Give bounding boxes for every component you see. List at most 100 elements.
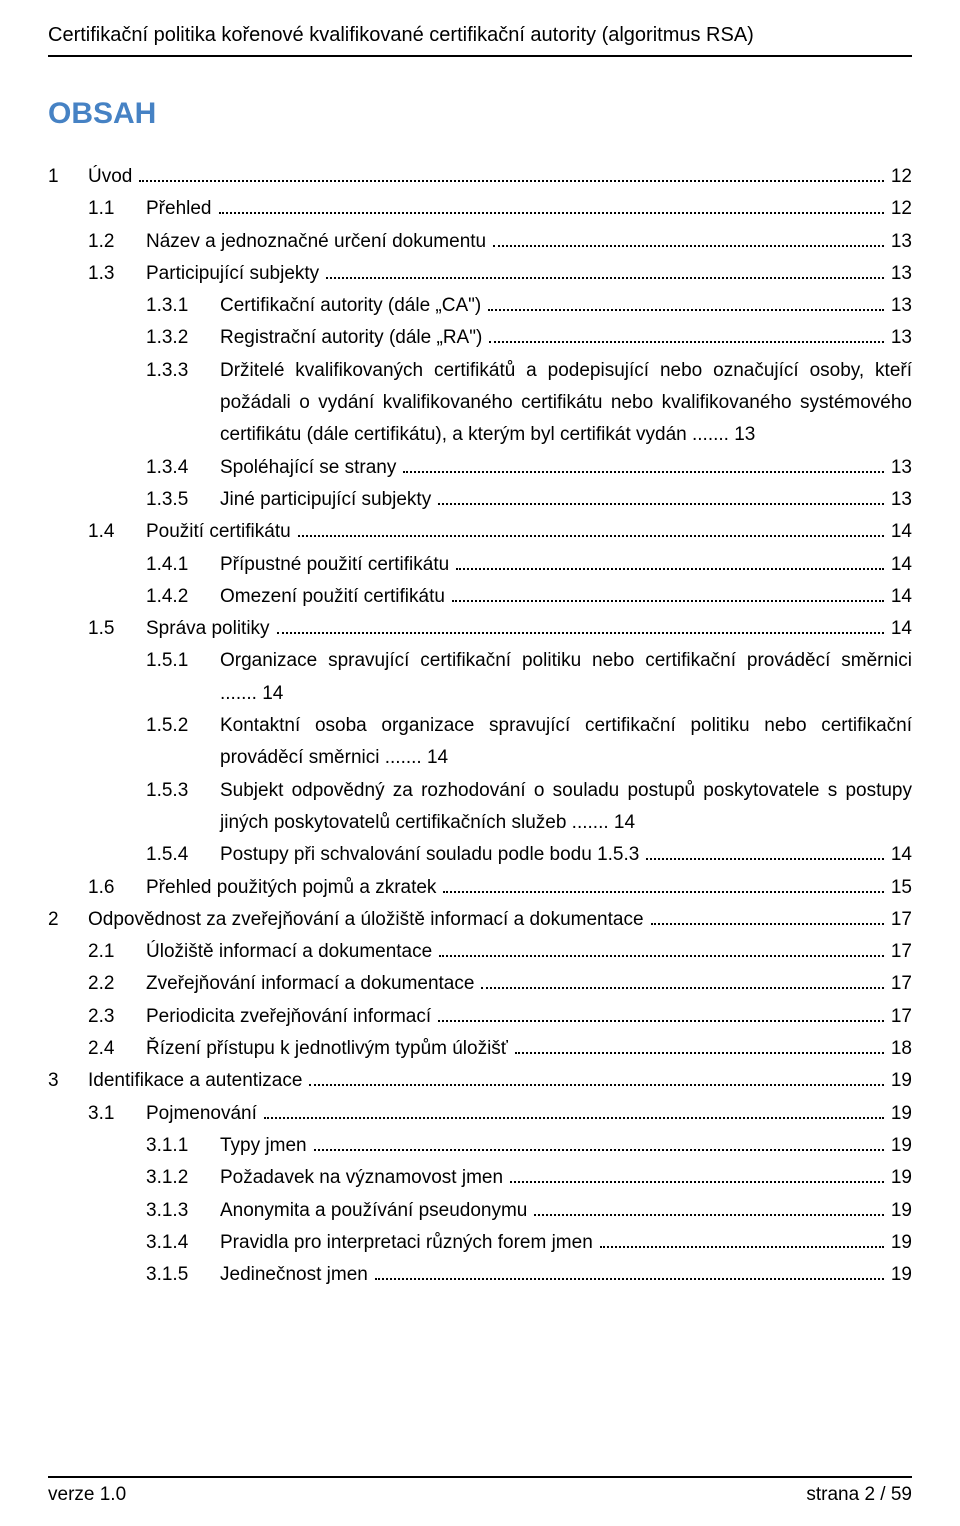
toc-leader-dots: [651, 923, 884, 925]
toc-page-number: 17: [887, 904, 912, 936]
toc-page-number: 13: [887, 226, 912, 258]
toc-entry: 2.3Periodicita zveřejňování informací17: [48, 1001, 912, 1033]
toc-entry: 1Úvod12: [48, 161, 912, 193]
toc-entry: 1.3.3Držitelé kvalifikovaných certifikát…: [48, 355, 912, 452]
toc-page-number: 19: [887, 1130, 912, 1162]
toc-leader-dots: [277, 632, 884, 634]
toc-page-number: 14: [427, 747, 448, 768]
toc-text: Omezení použití certifikátu: [220, 581, 449, 613]
toc-entry: 3.1.2Požadavek na významovost jmen19: [48, 1162, 912, 1194]
toc-entry: 2.1Úložiště informací a dokumentace17: [48, 936, 912, 968]
toc-page-number: 19: [887, 1162, 912, 1194]
toc-number: 1.2: [88, 226, 146, 258]
toc-page-number: 19: [887, 1065, 912, 1097]
toc-text: Periodicita zveřejňování informací: [146, 1001, 435, 1033]
toc-leader-dots: [439, 955, 884, 957]
footer-page-number: strana 2 / 59: [806, 1484, 912, 1506]
toc-page-number: 12: [887, 161, 912, 193]
toc-number: 1.3.4: [146, 452, 220, 484]
toc-number: 1.4: [88, 516, 146, 548]
toc-entry: 1.3.4Spoléhající se strany 13: [48, 452, 912, 484]
toc-leader-dots: .......: [687, 424, 735, 445]
toc-leader-dots: [298, 535, 884, 537]
toc-text: Spoléhající se strany: [220, 452, 400, 484]
toc-page-number: 14: [262, 683, 283, 704]
toc-text: Řízení přístupu k jednotlivým typům úlož…: [146, 1033, 512, 1065]
toc-entry: 1.5.4Postupy při schvalování souladu pod…: [48, 839, 912, 871]
toc-text: Jedinečnost jmen: [220, 1259, 372, 1291]
toc-page-number: 19: [887, 1098, 912, 1130]
toc-number: 3.1.3: [146, 1195, 220, 1227]
toc-number: 1.3.2: [146, 322, 220, 354]
toc-page-number: 19: [887, 1227, 912, 1259]
toc-page-number: 15: [887, 872, 912, 904]
toc-entry: 3.1.4Pravidla pro interpretaci různých f…: [48, 1227, 912, 1259]
toc-entry: 1.1Přehled12: [48, 193, 912, 225]
toc-text: Organizace spravující certifikační polit…: [220, 645, 912, 710]
toc-text: Odpovědnost za zveřejňování a úložiště i…: [88, 904, 648, 936]
toc-number: 2.1: [88, 936, 146, 968]
toc-leader-dots: [438, 1020, 884, 1022]
toc-text: Typy jmen: [220, 1130, 311, 1162]
toc-page-number: 13: [887, 290, 912, 322]
toc-number: 1.4.1: [146, 549, 220, 581]
toc-leader-dots: [139, 180, 884, 182]
toc-leader-dots: [264, 1117, 884, 1119]
toc-page-number: 19: [887, 1259, 912, 1291]
toc-leader-dots: [456, 568, 884, 570]
toc-page-number: 13: [887, 258, 912, 290]
toc-text: Název a jednoznačné určení dokumentu: [146, 226, 490, 258]
toc-leader-dots: [481, 987, 883, 989]
page-header-title: Certifikační politika kořenové kvalifiko…: [48, 24, 912, 47]
toc-heading: OBSAH: [48, 97, 912, 131]
toc-text: Registrační autority (dále „RA"): [220, 322, 486, 354]
toc-number: 1.5.1: [146, 645, 220, 677]
toc-number: 3.1.4: [146, 1227, 220, 1259]
toc-entry: 3.1.1Typy jmen19: [48, 1130, 912, 1162]
toc-leader-dots: [403, 471, 883, 473]
toc-leader-dots: [438, 503, 884, 505]
document-page: Certifikační politika kořenové kvalifiko…: [0, 0, 960, 1526]
toc-page-number: 14: [887, 549, 912, 581]
toc-body: 1Úvod121.1Přehled121.2Název a jednoznačn…: [48, 161, 912, 1291]
toc-text: Certifikační autority (dále „CA"): [220, 290, 485, 322]
toc-page-number: 14: [887, 581, 912, 613]
toc-entry: 2.2Zveřejňování informací a dokumentace1…: [48, 968, 912, 1000]
page-footer: verze 1.0 strana 2 / 59: [48, 1476, 912, 1506]
toc-text: Přehled použitých pojmů a zkratek: [146, 872, 440, 904]
toc-entry: 3.1.3Anonymita a používání pseudonymu19: [48, 1195, 912, 1227]
toc-text: Použití certifikátu: [146, 516, 295, 548]
toc-page-number: 13: [887, 452, 912, 484]
toc-entry: 1.3.2Registrační autority (dále „RA")13: [48, 322, 912, 354]
toc-page-number: 18: [887, 1033, 912, 1065]
toc-leader-dots: [600, 1246, 884, 1248]
toc-text: Přehled: [146, 193, 216, 225]
toc-leader-dots: [443, 891, 883, 893]
toc-page-number: 17: [887, 1001, 912, 1033]
toc-entry: 1.5.1Organizace spravující certifikační …: [48, 645, 912, 710]
toc-number: 3.1.5: [146, 1259, 220, 1291]
toc-entry: 1.4Použití certifikátu 14: [48, 516, 912, 548]
toc-leader-dots: [219, 212, 884, 214]
toc-leader-dots: [534, 1214, 884, 1216]
toc-entry: 1.2Název a jednoznačné určení dokumentu 1…: [48, 226, 912, 258]
toc-leader-dots: [646, 858, 884, 860]
toc-page-number: 14: [887, 516, 912, 548]
toc-number: 1.6: [88, 872, 146, 904]
toc-text: Postupy při schvalování souladu podle bo…: [220, 839, 643, 871]
toc-text: Pravidla pro interpretaci různých forem …: [220, 1227, 597, 1259]
toc-entry: 2.4Řízení přístupu k jednotlivým typům ú…: [48, 1033, 912, 1065]
toc-text: Držitelé kvalifikovaných certifikátů a p…: [220, 355, 912, 452]
toc-entry: 1.5.2Kontaktní osoba organizace spravují…: [48, 710, 912, 775]
toc-number: 3.1: [88, 1098, 146, 1130]
toc-number: 1: [48, 161, 88, 193]
toc-number: 1.3.1: [146, 290, 220, 322]
toc-entry: 3Identifikace a autentizace19: [48, 1065, 912, 1097]
toc-leader-dots: [489, 341, 884, 343]
toc-entry: 1.3.1Certifikační autority (dále „CA") 13: [48, 290, 912, 322]
toc-number: 1.3: [88, 258, 146, 290]
toc-number: 1.1: [88, 193, 146, 225]
toc-text-content: Organizace spravující certifikační polit…: [220, 650, 912, 671]
toc-number: 1.5.2: [146, 710, 220, 742]
toc-entry: 1.4.2Omezení použití certifikátu14: [48, 581, 912, 613]
